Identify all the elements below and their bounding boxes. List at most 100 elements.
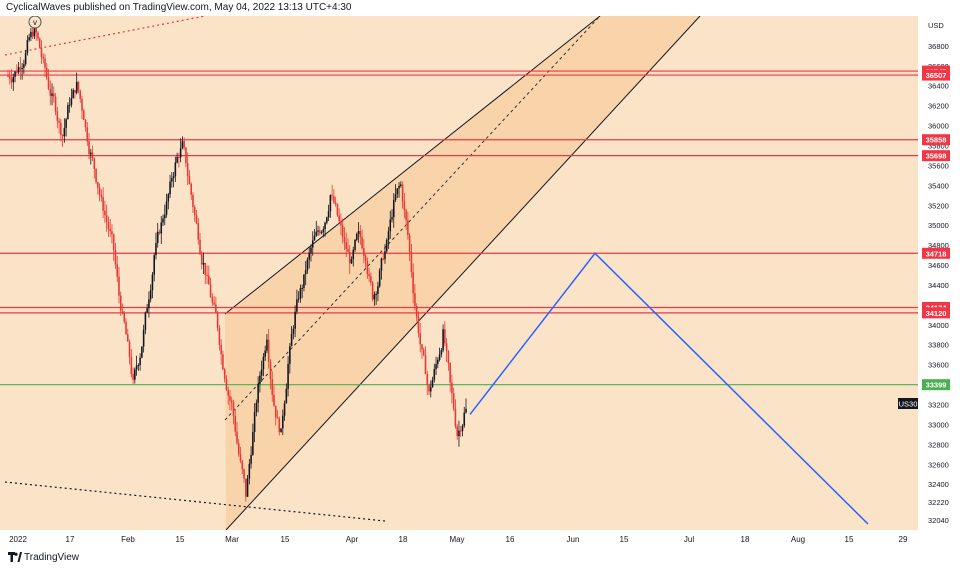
time-tick-label: 15 [845,535,854,544]
candle-body [274,405,277,418]
lower-dotted-trendline[interactable] [4,481,386,522]
candle-body [183,141,185,148]
candle-body [320,232,323,234]
candle-body [213,302,215,305]
price-tick-label: 32600 [928,460,949,469]
candle-body [403,201,406,211]
candle-body [354,239,356,250]
candle-body [355,233,358,240]
candle-body [188,176,191,184]
candle-body [391,217,393,220]
candle-body [118,276,120,296]
price-level-badge-text: 35698 [926,152,947,161]
candle-body [311,240,314,248]
candle-body [456,426,458,437]
candle-body [91,152,94,159]
candle-body [8,75,11,79]
candle-body [28,37,30,41]
candle-body [162,218,164,223]
price-tick-label: 34600 [928,261,949,270]
channel-lower-line[interactable] [225,16,701,530]
time-tick-label: 15 [176,535,185,544]
price-tick-label: 36000 [928,122,949,131]
candle-body [45,67,48,78]
candle-body [197,223,200,240]
candle-body [304,270,307,275]
candle-body [377,286,379,294]
candle-body [237,443,240,455]
candle-body [230,400,233,403]
candle-body [112,234,115,251]
candle-body [123,312,126,322]
candle-body [38,38,41,48]
candle-body [208,275,210,285]
price-tick-label: 34400 [928,281,949,290]
candle-body [171,178,173,182]
candle-body [405,210,407,221]
candle-body [44,58,46,68]
candle-body [141,346,143,358]
candle-body [322,229,325,233]
candle-body [444,329,446,344]
candle-body [227,389,229,396]
candle-body [289,346,291,364]
candle-body [334,202,337,204]
candle-body [176,156,178,163]
candle-body [181,141,184,149]
candle-body [431,379,434,388]
projection-path-line[interactable] [469,252,869,525]
candle-body [303,274,305,288]
candle-body [317,230,319,232]
candle-body [179,148,182,158]
candle-body [75,81,78,93]
channel-upper-line[interactable] [224,16,601,315]
candle-body [153,255,156,275]
candle-body [16,71,18,73]
candle-body [357,231,360,234]
interval-badge[interactable]: v [28,16,42,29]
candle-body [174,162,177,177]
candle-body [267,339,270,362]
candle-body [428,384,430,392]
upper-dotted-trendline[interactable] [4,16,206,56]
price-level-badge-text: 33399 [926,381,947,390]
candle-body [336,203,339,216]
candle-body [40,47,43,57]
candle-body [282,415,284,429]
candle-body [160,222,163,234]
candle-body [419,333,421,345]
candle-body [119,295,122,311]
candlestick-chart[interactable]: 3204032220324003260032800330003320033400… [0,16,960,546]
price-level-badge-text: 35858 [926,136,947,145]
candle-body [449,362,451,383]
candle-body [329,195,332,212]
candle-body [278,418,281,433]
candle-body [276,417,279,419]
candle-body [195,215,198,224]
candle-body [30,31,32,38]
candle-body [111,231,113,235]
candle-body [202,262,205,265]
price-tick-label: 35400 [928,181,949,190]
price-level-badge [922,379,950,391]
candle-body [148,299,150,309]
price-level-badge [922,247,950,259]
price-level-badge [922,307,950,319]
published-line: CyclicalWaves published on TradingView.c… [6,2,352,13]
candle-body [82,110,85,120]
candle-body [313,235,316,241]
candle-body [130,357,133,375]
candle-body [95,168,97,183]
candle-body [49,88,52,96]
candle-body [200,254,203,265]
candle-body [241,460,244,470]
candle-body [348,251,351,264]
candle-body [398,185,400,189]
candle-body [21,67,23,70]
channel-median-line[interactable] [224,16,601,421]
candle-body [65,119,67,128]
candle-body [216,312,219,328]
time-tick-label: 2022 [9,535,27,544]
price-tick-label: 33800 [928,341,949,350]
candle-body [128,341,131,358]
